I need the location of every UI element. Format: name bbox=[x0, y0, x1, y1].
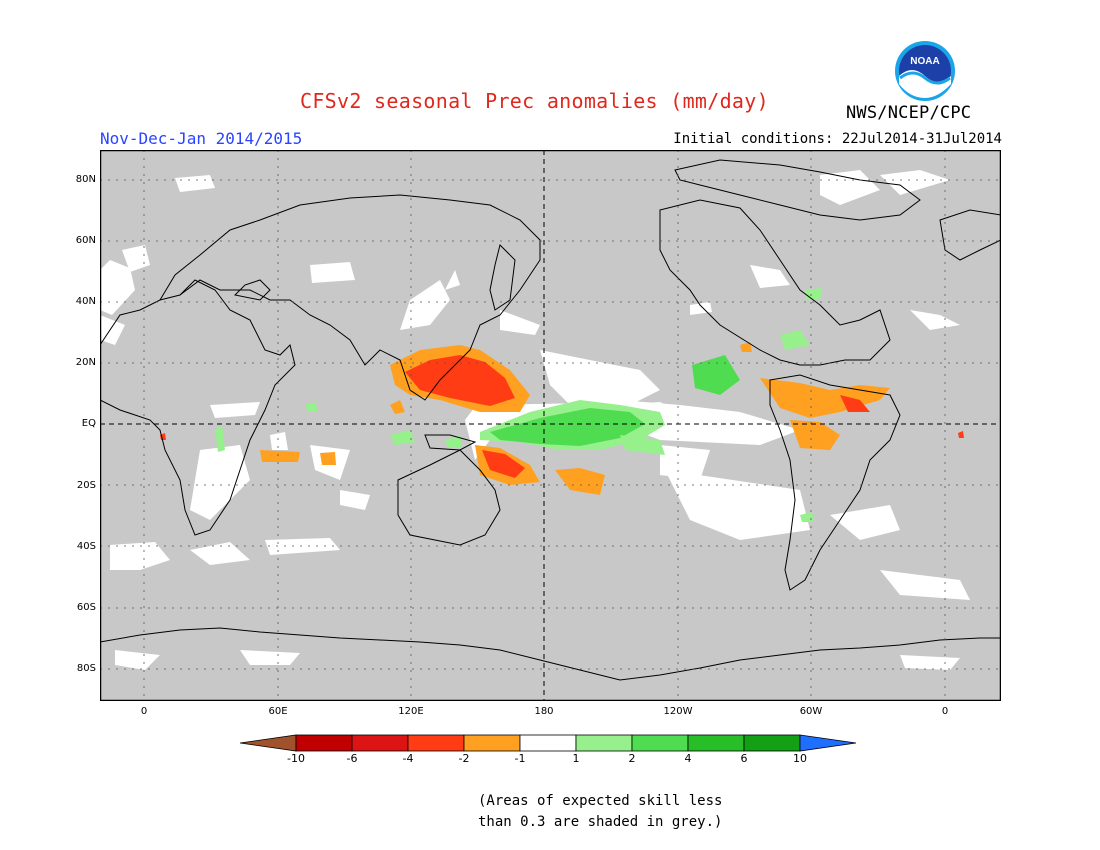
map-frame bbox=[100, 150, 1001, 701]
near-zero-regions bbox=[100, 170, 970, 670]
colorbar-swatch bbox=[240, 734, 297, 752]
colorbar-swatch bbox=[743, 734, 801, 752]
colorbar-swatch bbox=[351, 734, 409, 752]
colorbar-tick-label: -4 bbox=[402, 752, 414, 765]
colorbar-swatch bbox=[463, 734, 521, 752]
lon-label: 0 bbox=[140, 706, 148, 717]
colorbar-swatch bbox=[407, 734, 465, 752]
colorbar-tick-label: -2 bbox=[458, 752, 470, 765]
agency-label: NWS/NCEP/CPC bbox=[846, 103, 972, 123]
lat-label: 80S bbox=[76, 663, 96, 674]
footnote-line-2: than 0.3 are shaded in grey.) bbox=[478, 814, 723, 830]
colorbar-tick-label: 1 bbox=[572, 752, 580, 765]
colorbar-swatch bbox=[631, 734, 689, 752]
colorbar-tick-label: 2 bbox=[628, 752, 636, 765]
map-title: CFSv2 seasonal Prec anomalies (mm/day) bbox=[300, 89, 769, 113]
colorbar-tick-label: 4 bbox=[684, 752, 692, 765]
lon-label: 180 bbox=[534, 706, 554, 717]
lat-label: 40S bbox=[76, 541, 96, 552]
svg-text:NOAA: NOAA bbox=[910, 56, 939, 67]
season-label: Nov-Dec-Jan 2014/2015 bbox=[100, 129, 303, 148]
skill-footnote: (Areas of expected skill less than 0.3 a… bbox=[478, 791, 722, 833]
colorbar-tick-label: 10 bbox=[793, 752, 807, 765]
colorbar-swatch bbox=[519, 734, 577, 752]
lat-label: 40N bbox=[75, 296, 96, 307]
lon-label: 60E bbox=[268, 706, 288, 717]
precip-anomaly-map bbox=[100, 150, 1001, 701]
noaa-logo-icon: NOAA bbox=[895, 41, 955, 101]
lon-label: 0 bbox=[941, 706, 949, 717]
lon-label: 120W bbox=[663, 706, 693, 717]
equator-and-dateline bbox=[100, 150, 1001, 701]
colorbar bbox=[240, 734, 857, 752]
colorbar-swatch bbox=[575, 734, 633, 752]
lon-label: 120E bbox=[398, 706, 424, 717]
colorbar-swatch bbox=[799, 734, 857, 752]
footnote-line-1: (Areas of expected skill less bbox=[478, 793, 723, 809]
lat-label: 60S bbox=[76, 602, 96, 613]
colorbar-tick-label: -10 bbox=[287, 752, 305, 765]
lat-label: 80N bbox=[75, 174, 96, 185]
lat-label: EQ bbox=[81, 418, 96, 429]
lat-label: 20S bbox=[76, 480, 96, 491]
colorbar-tick-label: -6 bbox=[346, 752, 358, 765]
colorbar-tick-label: -1 bbox=[514, 752, 526, 765]
lat-label: 20N bbox=[75, 357, 96, 368]
lon-label: 60W bbox=[799, 706, 823, 717]
lat-label: 60N bbox=[75, 235, 96, 246]
colorbar-swatch bbox=[687, 734, 745, 752]
coastlines bbox=[100, 159, 1001, 681]
wet-anomalies bbox=[215, 288, 822, 522]
dry-anomalies bbox=[160, 342, 964, 495]
colorbar-tick-label: 6 bbox=[740, 752, 748, 765]
initial-conditions-label: Initial conditions: 22Jul2014-31Jul2014 bbox=[673, 131, 1002, 147]
colorbar-swatch bbox=[295, 734, 353, 752]
